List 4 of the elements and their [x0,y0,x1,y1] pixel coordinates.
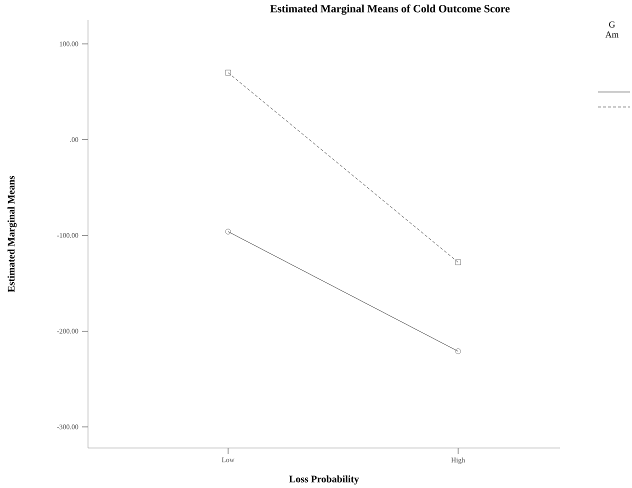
y-axis-title: Estimated Marginal Means [8,176,17,292]
legend-title: G Am [605,22,619,38]
x-axis-title: Loss Probability [289,475,359,484]
chart-title: Estimated Marginal Means of Cold Outcome Score [270,4,510,15]
